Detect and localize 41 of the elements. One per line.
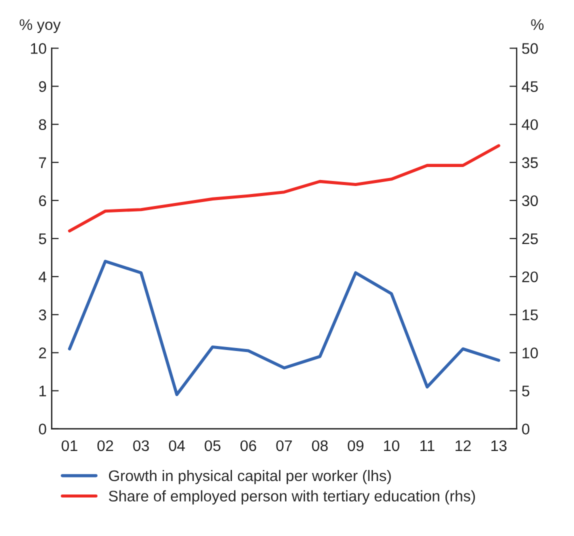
x-tick-label: 05 bbox=[204, 440, 220, 452]
y-tick-label: 5 bbox=[38, 234, 46, 244]
x-tick-label: 12 bbox=[456, 440, 471, 451]
y2-tick-label: 20 bbox=[522, 271, 538, 282]
y-tick-label: 7 bbox=[39, 157, 46, 168]
x-tick-label: 04 bbox=[168, 440, 185, 452]
y-tick-label: 2 bbox=[39, 348, 46, 358]
y-tick-label: 9 bbox=[39, 81, 46, 92]
y2-tick-label: 5 bbox=[522, 386, 530, 396]
x-tick-label: 09 bbox=[348, 440, 364, 452]
y-tick-label: 0 bbox=[38, 424, 46, 434]
y2-axis-title: % bbox=[531, 19, 544, 30]
y-tick-label: 8 bbox=[38, 119, 46, 130]
x-tick-label: 06 bbox=[240, 440, 256, 452]
y2-tick-label: 50 bbox=[522, 43, 538, 54]
y2-tick-label: 40 bbox=[522, 119, 538, 130]
y-tick-label: 3 bbox=[38, 310, 46, 320]
y2-tick-label: 0 bbox=[522, 424, 530, 434]
y-tick-label: 10 bbox=[30, 43, 46, 54]
y2-tick-label: 10 bbox=[522, 348, 538, 358]
y2-tick-label: 15 bbox=[522, 310, 538, 320]
legend-label: Growth in physical capital per worker (lhs) bbox=[108, 470, 391, 484]
y2-tick-label: 35 bbox=[522, 157, 538, 168]
y-tick-label: 1 bbox=[39, 386, 46, 396]
x-tick-label: 10 bbox=[384, 440, 400, 452]
y2-tick-label: 45 bbox=[522, 81, 538, 92]
y-tick-label: 6 bbox=[39, 195, 46, 206]
x-tick-label: 08 bbox=[312, 440, 328, 452]
x-tick-label: 02 bbox=[97, 440, 114, 452]
y-tick-label: 4 bbox=[38, 272, 46, 282]
y-axis-title: % yoy bbox=[20, 19, 61, 34]
y2-tick-label: 25 bbox=[522, 233, 538, 244]
y2-tick-label: 30 bbox=[522, 195, 538, 206]
line-series bbox=[68, 260, 500, 396]
x-tick-label: 07 bbox=[276, 440, 292, 452]
x-tick-label: 13 bbox=[491, 440, 507, 452]
line-series bbox=[68, 144, 500, 232]
x-tick-label: 01 bbox=[62, 440, 78, 452]
x-tick-label: 11 bbox=[420, 440, 434, 451]
x-tick-label: 03 bbox=[133, 440, 149, 452]
legend-label: Share of employed person with tertiary education (rhs) bbox=[108, 490, 475, 505]
